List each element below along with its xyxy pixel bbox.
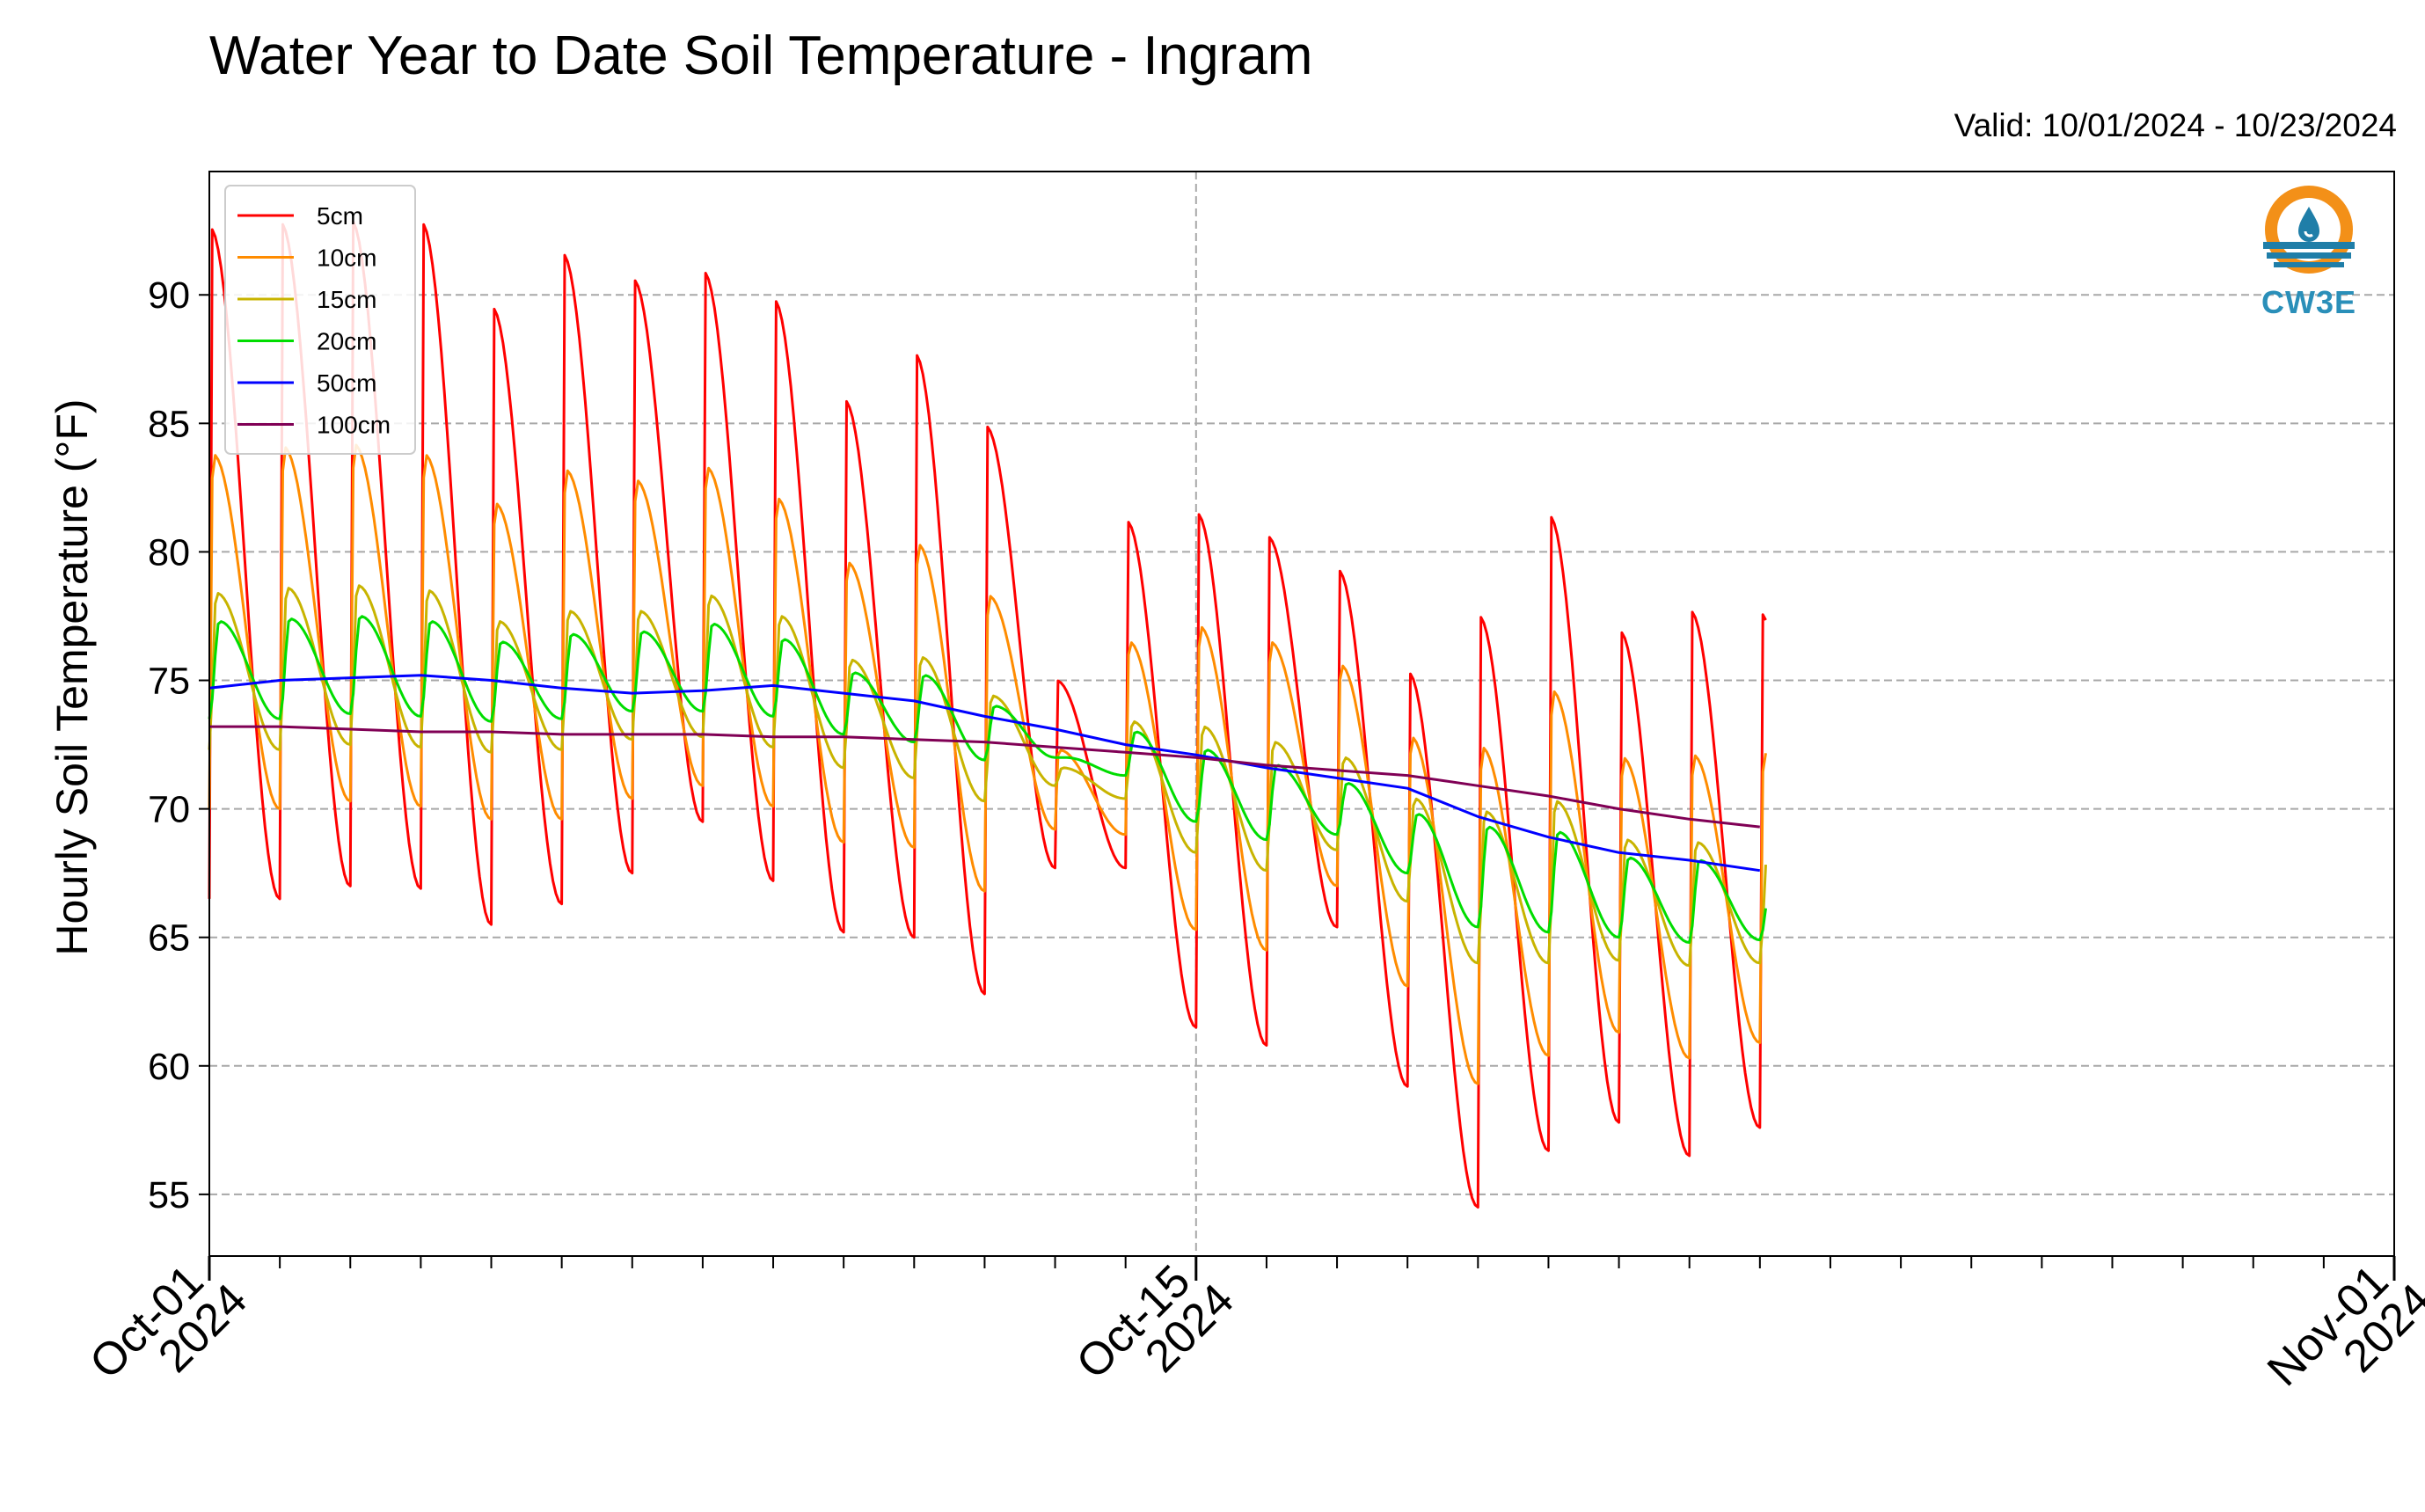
cw3e-logo: CW3E — [2247, 180, 2370, 325]
y-tick-label: 60 — [148, 1046, 190, 1088]
y-tick-label: 90 — [148, 274, 190, 317]
y-tick-label: 85 — [148, 403, 190, 445]
y-tick-label: 65 — [148, 917, 190, 960]
legend-label-50cm: 50cm — [317, 369, 376, 397]
series-line-10cm — [208, 443, 1767, 1085]
legend-label-20cm: 20cm — [317, 328, 376, 355]
series-line-5cm — [208, 220, 1767, 1209]
y-tick-label: 75 — [148, 661, 190, 703]
y-tick-label: 55 — [148, 1174, 190, 1216]
chart-title: Water Year to Date Soil Temperature - In… — [209, 26, 1313, 86]
logo-text: CW3E — [2261, 284, 2356, 320]
valid-date-range: Valid: 10/01/2024 - 10/23/2024 — [1954, 107, 2397, 143]
legend-box — [224, 185, 416, 455]
legend: 5cm 10cm 15cm 20cm 50cm 100cm — [224, 185, 416, 455]
y-tick-label: 80 — [148, 531, 190, 573]
grid-lines — [209, 172, 2394, 1256]
series-line-20cm — [208, 615, 1767, 944]
water-drop-logo-icon — [2263, 186, 2355, 274]
series-lines — [208, 220, 1767, 1209]
legend-label-15cm: 15cm — [317, 286, 376, 313]
legend-label-100cm: 100cm — [317, 412, 391, 439]
y-tick-label: 70 — [148, 789, 190, 831]
series-line-50cm — [208, 674, 1761, 873]
series-line-100cm — [209, 725, 1760, 829]
plot-frame — [208, 171, 2395, 1257]
legend-label-5cm: 5cm — [317, 202, 363, 230]
legend-label-10cm: 10cm — [317, 245, 376, 272]
y-axis: 55 60 65 70 75 80 85 90 — [148, 274, 209, 1216]
